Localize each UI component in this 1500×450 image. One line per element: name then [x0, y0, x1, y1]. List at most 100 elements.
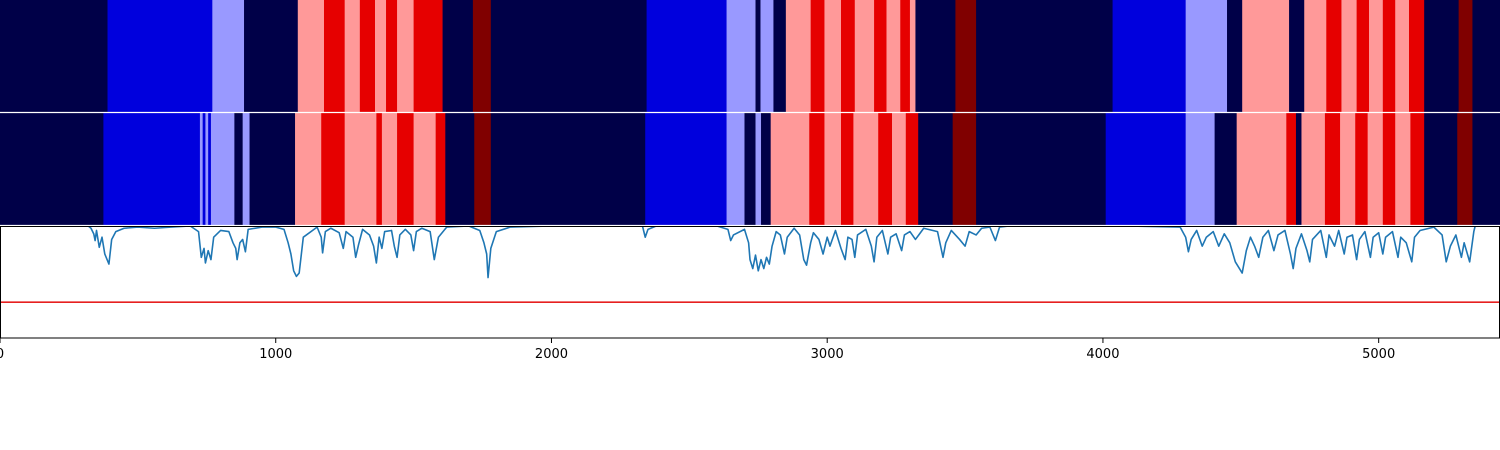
band-0-segment-red [874, 0, 887, 112]
band-0-segment-navy [244, 0, 299, 112]
band-0-segment-red [840, 0, 856, 112]
band-1-segment-navy [445, 113, 475, 225]
band-1-segment-navy [1295, 113, 1302, 225]
band-1-segment-navy [1424, 113, 1458, 225]
band-1-segment-pink [853, 113, 879, 225]
band-1-segment-pink [344, 113, 377, 225]
signal-panel [0, 225, 1500, 338]
band-0-segment-navy [1227, 0, 1243, 112]
band-1-segment-red [1382, 113, 1396, 225]
band-0-segment-pink [297, 0, 325, 112]
band-1-segment-pink [1301, 113, 1326, 225]
x-tick-label: 4000 [1086, 347, 1119, 362]
band-0-segment-pink [1341, 0, 1358, 112]
band-0-segment-light_blue [726, 0, 756, 112]
band-0-segment-red [413, 0, 443, 112]
band-0-segment-dark_red [1458, 0, 1473, 112]
band-0-segment-pink [1242, 0, 1290, 112]
band-0-segment-pink [397, 0, 414, 112]
band-0-segment-blue [646, 0, 727, 112]
band-1-segment-light_blue [1185, 113, 1216, 225]
label-band-middle [0, 113, 1500, 225]
band-1-segment-pink [824, 113, 842, 225]
band-0-segment-navy [773, 0, 787, 112]
band-1-segment-light_blue [726, 113, 745, 225]
band-0-segment-dark_red [472, 0, 492, 112]
band-1-segment-red [840, 113, 854, 225]
band-1-segment-light_blue [210, 113, 235, 225]
band-1-segment-pink [381, 113, 398, 225]
band-1-segment-navy [249, 113, 296, 225]
band-0-segment-red [1356, 0, 1370, 112]
band-1-segment-blue [1105, 113, 1187, 225]
band-1-segment-navy [234, 113, 244, 225]
band-1-segment-light_blue [205, 113, 209, 225]
band-1-segment-red [376, 113, 383, 225]
band-0-segment-navy [755, 0, 761, 112]
band-1-segment-blue [202, 113, 206, 225]
x-tick-label: 3000 [811, 347, 844, 362]
band-0-segment-navy [0, 0, 108, 112]
band-0-segment-red [386, 0, 398, 112]
band-0-segment-pink [886, 0, 901, 112]
band-1-segment-dark_red [952, 113, 977, 225]
band-0-segment-navy [915, 0, 956, 112]
band-0-segment-navy [1424, 0, 1460, 112]
band-0-segment-dark_red [955, 0, 977, 112]
band-0-segment-navy [490, 0, 647, 112]
band-1-segment-light_blue [199, 113, 204, 225]
band-0-segment-navy [976, 0, 1113, 112]
band-1-segment-pink [1367, 113, 1384, 225]
band-1-segment-dark_red [474, 113, 492, 225]
band-1-segment-red [1286, 113, 1297, 225]
band-1-segment-red [878, 113, 893, 225]
band-1-segment-blue [103, 113, 201, 225]
band-1-segment-pink [295, 113, 322, 225]
band-0-segment-pink [909, 0, 916, 112]
band-1-segment-navy [1472, 113, 1500, 225]
band-0-segment-pink [854, 0, 875, 112]
x-tick-label: 5000 [1362, 347, 1395, 362]
band-1-segment-red [321, 113, 346, 225]
band-0-segment-pink [344, 0, 361, 112]
band-1-segment-navy [918, 113, 954, 225]
band-0-segment-pink [824, 0, 842, 112]
band-0-segment-pink [1369, 0, 1384, 112]
band-0-segment-navy [1289, 0, 1305, 112]
band-1-segment-blue [208, 113, 212, 225]
band-0-segment-red [1382, 0, 1396, 112]
band-1-segment-navy [976, 113, 1107, 225]
band-1-segment-navy [761, 113, 772, 225]
band-1-segment-red [1324, 113, 1341, 225]
band-0-segment-red [810, 0, 825, 112]
band-0-segment-red [323, 0, 346, 112]
band-1-segment-red [435, 113, 446, 225]
band-1-segment-navy [490, 113, 646, 225]
band-1-segment-dark_red [1457, 113, 1473, 225]
band-1-segment-pink [1236, 113, 1287, 225]
band-1-segment-light_blue [242, 113, 250, 225]
band-0-segment-pink [1395, 0, 1410, 112]
band-1-segment-red [1410, 113, 1425, 225]
x-tick-label: 1000 [259, 347, 292, 362]
band-0-segment-blue [1112, 0, 1187, 112]
band-0-segment-red [1409, 0, 1425, 112]
band-1-segment-red [1355, 113, 1369, 225]
x-axis: 0 1000 2000 3000 4000 5000 [0, 338, 1395, 362]
band-0-segment-pink [785, 0, 812, 112]
band-0-segment-light_blue [212, 0, 245, 112]
band-0-segment-light_blue [1185, 0, 1228, 112]
x-tick-label: 2000 [535, 347, 568, 362]
band-0-segment-navy [1472, 0, 1500, 112]
band-1-segment-pink [413, 113, 437, 225]
band-1-segment-pink [892, 113, 907, 225]
band-1-segment-blue [645, 113, 727, 225]
band-1-segment-red [397, 113, 414, 225]
signal-series-line [0, 225, 1500, 279]
band-1-segment-light_blue [755, 113, 762, 225]
band-0-segment-navy [442, 0, 474, 112]
band-0-segment-pink [1304, 0, 1327, 112]
band-1-segment-navy [744, 113, 756, 225]
